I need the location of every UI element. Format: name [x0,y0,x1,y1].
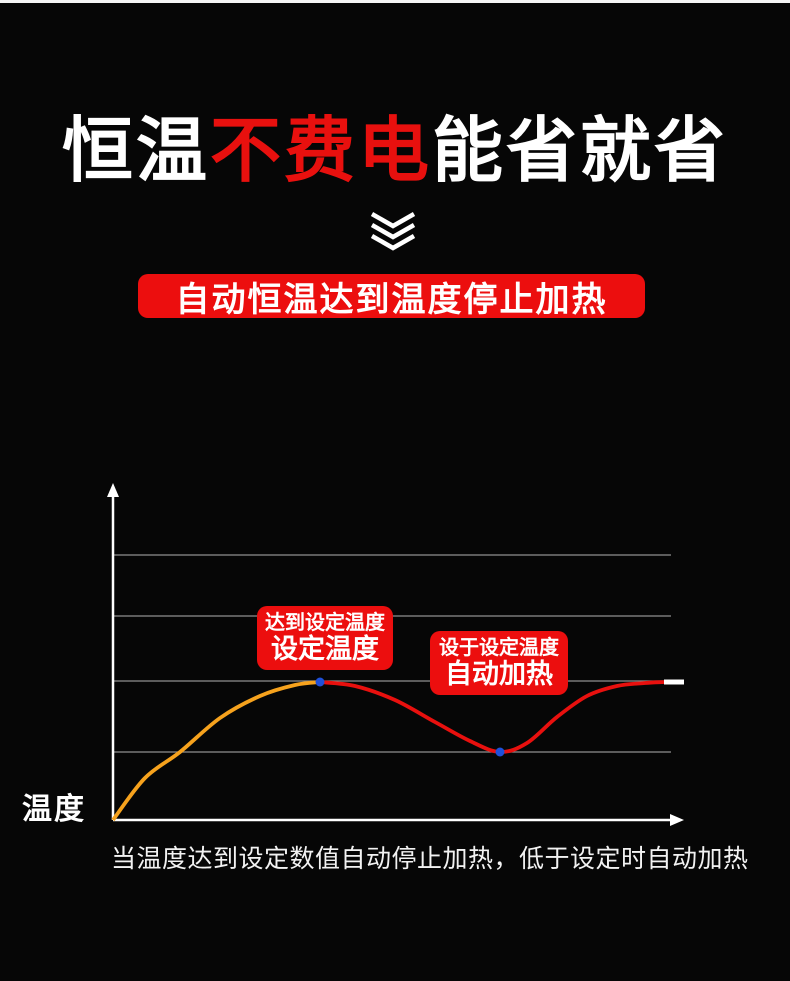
callout-auto-reheat: 设于设定温度 自动加热 [430,631,568,695]
chart-caption: 当温度达到设定数值自动停止加热，低于设定时自动加热 [111,845,749,873]
page-title: 恒温不费电能省就省 [62,116,728,187]
title-part-accent: 不费电 [209,112,433,191]
callout-line: 设定温度 [271,634,379,664]
temperature-curves [111,679,684,822]
y-axis-arrow-icon [107,483,119,497]
callout-line: 自动加热 [445,659,553,689]
setpoint-markers [315,677,505,757]
callout-set-temp-reached: 达到设定温度 设定温度 [257,606,393,670]
setpoint-marker [315,677,325,687]
callout-line: 设于设定温度 [439,637,559,659]
triple-chevron-down-icon [369,212,417,254]
setpoint-marker [495,747,505,757]
subtitle-banner-label: 自动恒温达到温度停止加热 [175,280,608,319]
title-part-3: 能省就省 [432,112,729,191]
callout-line: 达到设定温度 [265,612,385,634]
title-part-1: 恒温 [61,112,210,191]
subtitle-banner: 自动恒温达到温度停止加热 [138,274,645,319]
series-constant-temp-cycle [319,680,665,754]
y-axis-label: 温度 [22,793,86,826]
top-divider-strip [0,0,790,3]
x-axis-arrow-icon [670,814,684,826]
series-heating-rise [111,680,321,822]
